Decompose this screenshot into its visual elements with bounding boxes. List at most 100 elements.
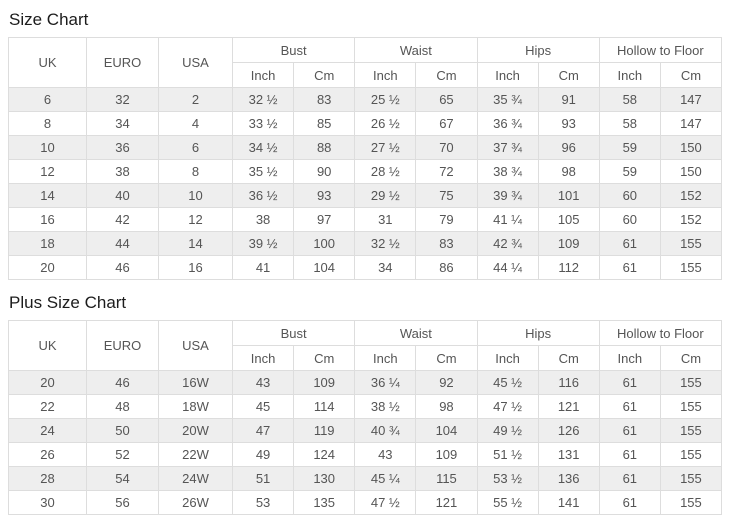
table-cell: 46 <box>86 370 159 395</box>
table-cell: 100 <box>293 231 356 256</box>
table-cell: 72 <box>415 159 478 184</box>
table-cell: 59 <box>598 159 661 184</box>
table-cell: 65 <box>415 87 478 112</box>
column-header-hips: Hips <box>476 320 600 346</box>
table-cell: 26 <box>8 442 87 467</box>
table-cell: 8 <box>8 111 87 136</box>
table-cell: 14 <box>8 183 87 208</box>
column-header-hips: Hips <box>476 37 600 63</box>
table-cell: 28 ½ <box>354 159 417 184</box>
table-cell: 24 <box>8 418 87 443</box>
size-chart-title: Size Chart <box>9 10 89 29</box>
table-cell: 38 <box>86 159 159 184</box>
table-row: 26 52 22W 49 124 43 109 51 ½ 131 61 155 <box>8 442 723 467</box>
table-cell: 61 <box>598 466 661 491</box>
column-subheader-hollow-inch: Inch <box>598 62 661 88</box>
table-cell: 155 <box>659 394 723 419</box>
table-cell: 58 <box>598 111 661 136</box>
table-cell: 119 <box>293 418 356 443</box>
table-cell: 16 <box>158 255 233 280</box>
table-cell: 40 <box>86 183 159 208</box>
table-cell: 25 ½ <box>354 87 417 112</box>
table-cell: 97 <box>293 207 356 232</box>
table-row: 30 56 26W 53 135 47 ½ 121 55 ½ 141 61 155 <box>8 490 723 515</box>
column-header-usa: USA <box>158 320 233 371</box>
table-cell: 124 <box>293 442 356 467</box>
table-cell: 12 <box>8 159 87 184</box>
table-cell: 70 <box>415 135 478 160</box>
table-cell: 130 <box>293 466 356 491</box>
table-cell: 4 <box>158 111 233 136</box>
table-row: 14 40 10 36 ½ 93 29 ½ 75 39 ¾ 101 60 152 <box>8 183 723 208</box>
table-cell: 56 <box>86 490 159 515</box>
table-cell: 36 <box>86 135 159 160</box>
table-cell: 136 <box>537 466 600 491</box>
table-cell: 109 <box>537 231 600 256</box>
table-cell: 155 <box>659 442 723 467</box>
table-cell: 39 ½ <box>231 231 295 256</box>
table-cell: 121 <box>537 394 600 419</box>
table-cell: 49 <box>231 442 295 467</box>
table-cell: 16 <box>8 207 87 232</box>
table-cell: 96 <box>537 135 600 160</box>
table-cell: 98 <box>415 394 478 419</box>
table-cell: 16W <box>158 370 233 395</box>
table-cell: 36 ½ <box>231 183 295 208</box>
table-cell: 6 <box>8 87 87 112</box>
table-cell: 36 ¾ <box>476 111 539 136</box>
column-subheader-bust-inch: Inch <box>231 345 295 371</box>
table-cell: 6 <box>158 135 233 160</box>
table-cell: 116 <box>537 370 600 395</box>
table-cell: 20W <box>158 418 233 443</box>
column-subheader-waist-inch: Inch <box>354 345 417 371</box>
table-cell: 42 ¾ <box>476 231 539 256</box>
table-cell: 20 <box>8 255 87 280</box>
size-chart-rows: 6 32 2 32 ½ 83 25 ½ 65 35 ¾ 91 58 147 8 34 4 33 ½ 85 26 … <box>8 87 723 280</box>
table-cell: 155 <box>659 255 723 280</box>
table-cell: 131 <box>537 442 600 467</box>
table-cell: 22 <box>8 394 87 419</box>
column-subheader-waist-cm: Cm <box>415 62 478 88</box>
table-cell: 54 <box>86 466 159 491</box>
table-cell: 30 <box>8 490 87 515</box>
table-cell: 61 <box>598 490 661 515</box>
table-cell: 152 <box>659 207 723 232</box>
table-cell: 150 <box>659 135 723 160</box>
table-cell: 45 <box>231 394 295 419</box>
table-cell: 38 ¾ <box>476 159 539 184</box>
table-cell: 58 <box>598 87 661 112</box>
table-cell: 61 <box>598 394 661 419</box>
table-cell: 60 <box>598 207 661 232</box>
table-cell: 38 ½ <box>354 394 417 419</box>
table-cell: 47 ½ <box>354 490 417 515</box>
table-cell: 12 <box>158 207 233 232</box>
table-subheader-row: Inch Cm Inch Cm Inch Cm Inch Cm <box>9 345 723 371</box>
table-cell: 45 ½ <box>476 370 539 395</box>
table-cell: 91 <box>537 87 600 112</box>
column-subheader-hips-inch: Inch <box>476 62 539 88</box>
table-cell: 85 <box>293 111 356 136</box>
table-cell: 155 <box>659 231 723 256</box>
table-cell: 20 <box>8 370 87 395</box>
column-header-hollow-to-floor: Hollow to Floor <box>598 320 723 346</box>
column-subheader-hollow-cm: Cm <box>659 345 723 371</box>
table-cell: 46 <box>86 255 159 280</box>
table-cell: 47 <box>231 418 295 443</box>
table-row: 20 46 16W 43 109 36 ¼ 92 45 ½ 116 61 155 <box>8 370 723 395</box>
column-header-hollow-to-floor: Hollow to Floor <box>598 37 723 63</box>
table-cell: 34 <box>354 255 417 280</box>
column-subheader-waist-cm: Cm <box>415 345 478 371</box>
table-cell: 45 ¼ <box>354 466 417 491</box>
table-cell: 121 <box>415 490 478 515</box>
table-cell: 10 <box>158 183 233 208</box>
table-cell: 61 <box>598 418 661 443</box>
table-cell: 152 <box>659 183 723 208</box>
table-cell: 10 <box>8 135 87 160</box>
table-cell: 75 <box>415 183 478 208</box>
table-cell: 48 <box>86 394 159 419</box>
column-subheader-bust-cm: Cm <box>293 62 356 88</box>
table-cell: 51 ½ <box>476 442 539 467</box>
table-cell: 27 ½ <box>354 135 417 160</box>
table-cell: 52 <box>86 442 159 467</box>
table-cell: 36 ¼ <box>354 370 417 395</box>
